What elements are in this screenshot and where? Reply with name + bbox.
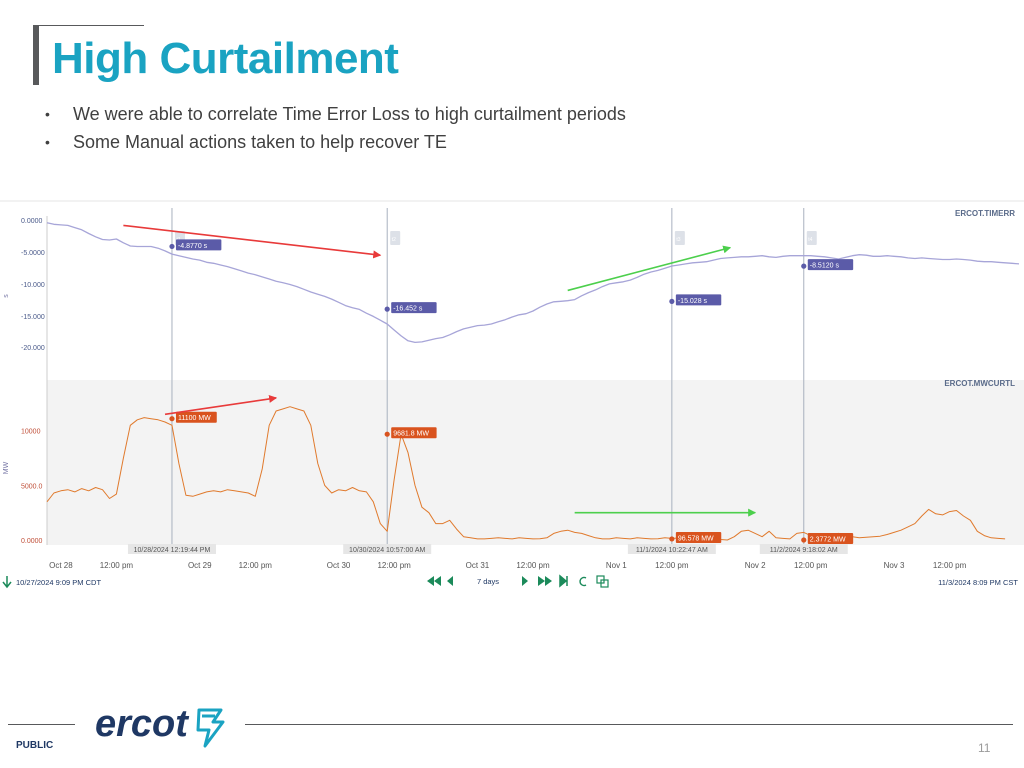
data-label: 9681.8 MW	[393, 431, 429, 438]
title-accent-rule	[39, 25, 144, 26]
data-point-marker	[669, 298, 675, 305]
footer-rule-right	[245, 724, 1013, 725]
annotation-arrow-red	[123, 224, 382, 259]
bullet-list: We were able to correlate Time Error Los…	[45, 102, 626, 158]
skip-to-end-icon	[559, 574, 568, 588]
cursor-time-box	[127, 544, 216, 554]
bottom-panel-background	[47, 380, 1024, 545]
data-label-box	[391, 302, 437, 314]
y-tick-label: -20.000	[21, 345, 45, 352]
data-point-marker	[169, 243, 175, 250]
slide-title: High Curtailment	[52, 34, 399, 83]
y-tick-label: 0.0000	[21, 218, 43, 225]
x-tick-label: 12:00 pm	[100, 561, 134, 570]
data-label-box	[391, 427, 437, 439]
zoom-reset-icon-overlay	[600, 579, 609, 588]
data-point-marker	[384, 306, 390, 312]
cursor-tag: t3	[676, 237, 680, 243]
data-point-marker	[669, 536, 675, 542]
data-label-box	[807, 259, 854, 271]
double-chevron-left-icon	[427, 576, 441, 586]
title-accent-bar	[33, 25, 39, 85]
x-tick-label: 12:00 pm	[377, 561, 411, 570]
cursor-time-label: 10/30/2024 10:57:00 AM	[349, 547, 425, 554]
chevron-left-icon	[447, 576, 453, 586]
panel-label-ercot-mwcurtl: ERCOT.MWCURTL	[944, 379, 1015, 388]
bullet-item: Some Manual actions taken to help recove…	[45, 130, 626, 158]
annotation-arrow-green	[567, 245, 732, 292]
data-label: -4.8770 s	[178, 243, 208, 250]
data-label: 96.578 MW	[678, 535, 714, 542]
y-tick-label: -15.000	[21, 314, 45, 321]
y-tick-label: -10.000	[21, 282, 45, 289]
data-point-marker	[169, 416, 175, 422]
y-tick-label: 5000.0	[21, 483, 43, 490]
time-error-series-line	[46, 222, 1020, 344]
x-tick-label: Oct 30	[327, 561, 351, 570]
bullet-item: We were able to correlate Time Error Los…	[45, 102, 626, 130]
refresh-icon	[579, 576, 587, 587]
y-axis-label: s	[3, 294, 10, 298]
double-chevron-right-icon	[538, 576, 552, 586]
range-start-label: 10/27/2024 9:09 PM CDT	[16, 578, 101, 587]
data-label-box	[675, 531, 722, 543]
range-start-down-icon	[2, 576, 12, 589]
x-tick-label: Oct 29	[188, 561, 212, 570]
x-tick-label: Nov 1	[606, 561, 627, 570]
x-tick-label: Oct 28	[49, 561, 73, 570]
chevron-right-icon	[522, 576, 528, 586]
x-tick-label: 12:00 pm	[239, 561, 273, 570]
ercot-logo-wordmark: ercot	[95, 703, 189, 745]
trend-chart-svg: ERCOT.TIMERR s 0.0000 -5.0000 -10.000 -15.000…	[0, 200, 1024, 589]
y-tick-label: -5.0000	[21, 250, 45, 257]
ercot-logo-bolt-icon	[196, 708, 225, 748]
data-point-marker	[384, 431, 390, 437]
cursor-time-label: 10/28/2024 12:19:44 PM	[134, 547, 211, 554]
top-panel-background	[0, 200, 1024, 380]
cursor-tag-box	[674, 231, 685, 245]
footer-classification: PUBLIC	[16, 740, 54, 751]
cursor-time-box	[759, 544, 848, 554]
panel-label-ercot-timerr: ERCOT.TIMERR	[955, 209, 1015, 218]
page-number: 11	[978, 741, 991, 755]
cursor-time-label: 11/1/2024 10:22:47 AM	[636, 547, 708, 554]
range-duration-label: 7 days	[477, 577, 499, 586]
data-label: -16.452 s	[393, 306, 423, 313]
x-tick-label: 12:00 pm	[655, 561, 689, 570]
y-tick-label: 0.0000	[21, 538, 43, 545]
x-tick-label: 12:00 pm	[794, 561, 828, 570]
range-end-label: 11/3/2024 8:09 PM CST	[938, 578, 1018, 587]
data-point-marker	[801, 263, 807, 269]
cursor-time-box	[343, 544, 432, 554]
data-point-marker	[801, 537, 807, 543]
x-tick-label: Nov 3	[884, 561, 905, 570]
x-tick-label: Nov 2	[745, 561, 766, 570]
trend-chart: ERCOT.TIMERR s 0.0000 -5.0000 -10.000 -15.000…	[0, 200, 1024, 595]
data-label-box	[175, 411, 217, 423]
footer-rule-left	[8, 724, 75, 725]
annotation-arrow-red	[164, 394, 278, 416]
data-label: 2.3772 MW	[810, 536, 846, 543]
x-tick-label: Oct 31	[466, 561, 490, 570]
data-label: -15.028 s	[678, 298, 708, 305]
data-label: -8.5120 s	[810, 263, 840, 270]
ercot-logo: ercot	[95, 703, 225, 748]
cursor-tag: t4	[808, 237, 812, 243]
y-axis-label: MW	[3, 461, 10, 474]
cursor-time-label: 11/2/2024 9:18:02 AM	[770, 547, 838, 554]
x-tick-label: 12:00 pm	[933, 561, 967, 570]
cursor-tag-box	[390, 231, 401, 245]
data-label-box	[675, 294, 722, 306]
cursor-tag: t2	[392, 237, 396, 243]
data-label: 11100 MW	[178, 415, 211, 422]
cursor-tag-box	[806, 231, 817, 245]
data-label-box	[807, 532, 854, 544]
y-tick-label: 10000	[21, 429, 41, 436]
data-label-box	[175, 239, 222, 251]
cursor-time-box	[627, 544, 716, 554]
x-tick-label: 12:00 pm	[516, 561, 550, 570]
